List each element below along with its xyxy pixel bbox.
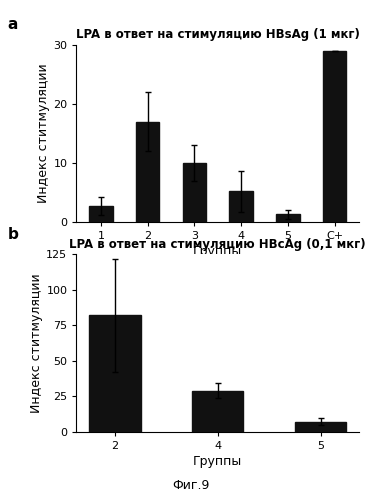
Title: LPA в ответ на стимуляцию HBcAg (0,1 мкг): LPA в ответ на стимуляцию HBcAg (0,1 мкг…: [70, 238, 366, 250]
Bar: [89, 206, 113, 222]
Bar: [192, 391, 243, 432]
Text: b: b: [8, 227, 18, 242]
Bar: [183, 163, 206, 222]
Title: LPA в ответ на стимуляцию HBsAg (1 мкг): LPA в ответ на стимуляцию HBsAg (1 мкг): [76, 28, 360, 41]
Y-axis label: Индекс ститмуляции: Индекс ститмуляции: [31, 273, 44, 413]
Bar: [323, 51, 346, 222]
Bar: [136, 122, 159, 222]
Y-axis label: Индекс ститмуляции: Индекс ститмуляции: [37, 64, 50, 203]
Bar: [230, 191, 253, 222]
Bar: [276, 215, 299, 222]
Text: a: a: [8, 17, 18, 32]
X-axis label: Группы: Группы: [193, 455, 242, 468]
Bar: [295, 422, 346, 432]
Bar: [89, 315, 141, 432]
X-axis label: Группы: Группы: [193, 245, 242, 258]
Text: Фиг.9: Фиг.9: [172, 479, 210, 492]
